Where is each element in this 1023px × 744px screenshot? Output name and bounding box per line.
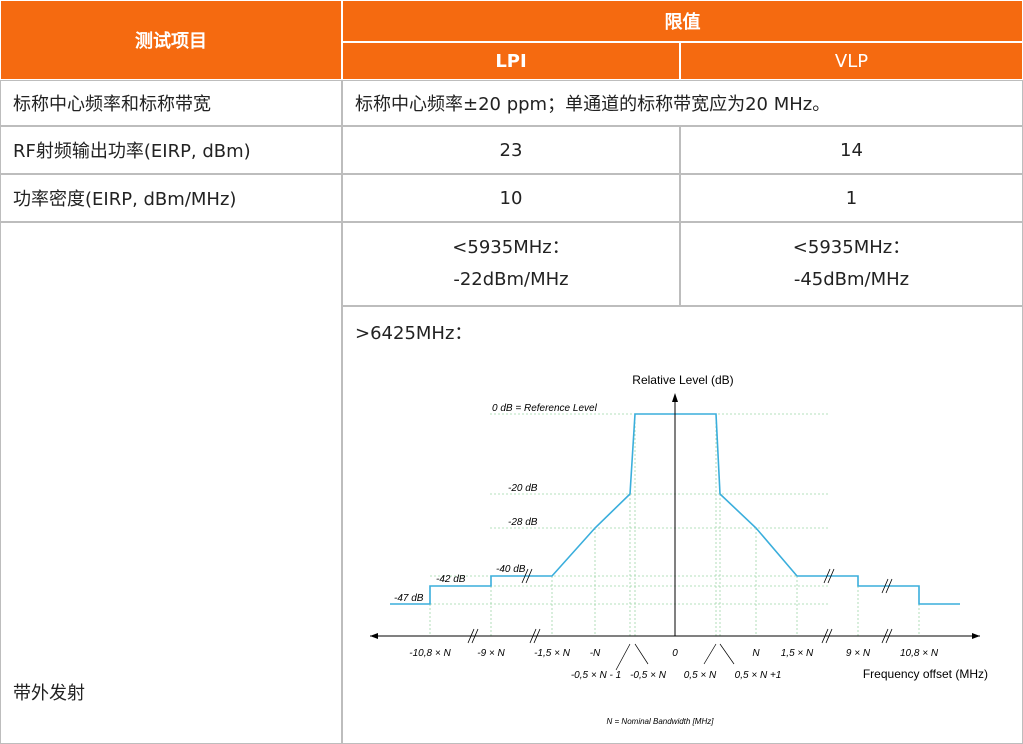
label-0db: 0 dB = Reference Level	[492, 403, 598, 414]
row-oob-vlp-line2: -45dBm/MHz	[793, 269, 910, 290]
xtick-10-8n: 10,8 × N	[900, 648, 939, 659]
row-psd-lpi: 10	[342, 174, 680, 222]
row-rf-power-label: RF射频输出功率(EIRP, dBm)	[0, 126, 342, 174]
row-oob-lpi: <5935MHz： -22dBm/MHz	[342, 222, 680, 306]
header-limit: 限值	[342, 0, 1023, 42]
x-axis-left-arrow	[370, 633, 378, 639]
mask-break-3	[881, 578, 893, 594]
header-test-item: 测试项目	[0, 0, 342, 80]
xtick-n: N	[752, 648, 760, 659]
xtick-neg-9n: -9 × N	[477, 648, 505, 659]
label-40db: -40 dB	[496, 564, 526, 575]
pointer-3	[703, 643, 717, 665]
header-lpi: LPI	[342, 42, 680, 80]
label-42db: -42 dB	[436, 574, 466, 585]
mask-break-2	[823, 568, 835, 584]
inner-tick-3: 0,5 × N	[684, 670, 717, 681]
xtick-9n: 9 × N	[846, 648, 871, 659]
xtick-neg-1-5n: -1,5 × N	[534, 648, 571, 659]
pointer-arrows	[615, 643, 735, 671]
row-psd-vlp: 1	[680, 174, 1023, 222]
row-rf-power-lpi: 23	[342, 126, 680, 174]
row-oob-upper-label: >6425MHz：	[355, 323, 473, 344]
header-vlp: VLP	[680, 42, 1023, 80]
row-oob-lpi-line2: -22dBm/MHz	[453, 269, 569, 290]
row-psd-label: 功率密度(EIRP, dBm/MHz)	[0, 174, 342, 222]
inner-tick-2: -0,5 × N	[630, 670, 667, 681]
inner-tick-4: 0,5 × N +1	[735, 670, 782, 681]
label-20db: -20 dB	[508, 483, 538, 494]
row-oob-label: 带外发射	[0, 222, 342, 744]
y-axis-arrow	[672, 393, 678, 402]
xtick-1-5n: 1,5 × N	[781, 648, 814, 659]
x-axis-title: Frequency offset (MHz)	[863, 667, 988, 681]
row-rf-power-vlp: 14	[680, 126, 1023, 174]
row-freq-bw-value: 标称中心频率±20 ppm；单通道的标称带宽应为20 MHz。	[342, 80, 1023, 126]
x-axis-right-arrow	[972, 633, 980, 639]
row-oob-vlp-line1: <5935MHz：	[792, 237, 911, 258]
inner-tick-1: -0,5 × N - 1	[571, 670, 621, 681]
y-axis-title: Relative Level (dB)	[632, 373, 733, 387]
label-28db: -28 dB	[508, 517, 538, 528]
xtick-neg-10-8n: -10,8 × N	[409, 648, 451, 659]
xtick-zero: 0	[672, 648, 678, 659]
pointer-4	[719, 643, 735, 665]
label-47db: -47 dB	[394, 593, 424, 604]
pointer-2	[634, 643, 649, 665]
chart-footnote: N = Nominal Bandwidth [MHz]	[607, 717, 715, 726]
pointer-1	[615, 643, 631, 671]
row-freq-bw-label: 标称中心频率和标称带宽	[0, 80, 342, 126]
x-break-2	[529, 628, 541, 644]
x-break-4	[881, 628, 893, 644]
guide-lines	[429, 413, 920, 636]
row-oob-lpi-line1: <5935MHz：	[452, 237, 570, 258]
mask-break-1	[521, 568, 533, 584]
axis-breaks	[467, 568, 893, 644]
spectrum-mask-chart: Relative Level (dB) 0 dB = Reference Lev…	[360, 360, 1000, 740]
spectrum-mask-svg: Relative Level (dB) 0 dB = Reference Lev…	[370, 373, 988, 726]
row-oob-vlp: <5935MHz： -45dBm/MHz	[680, 222, 1023, 306]
x-break-3	[821, 628, 833, 644]
xtick-neg-n: -N	[590, 648, 601, 659]
x-break-1	[467, 628, 479, 644]
